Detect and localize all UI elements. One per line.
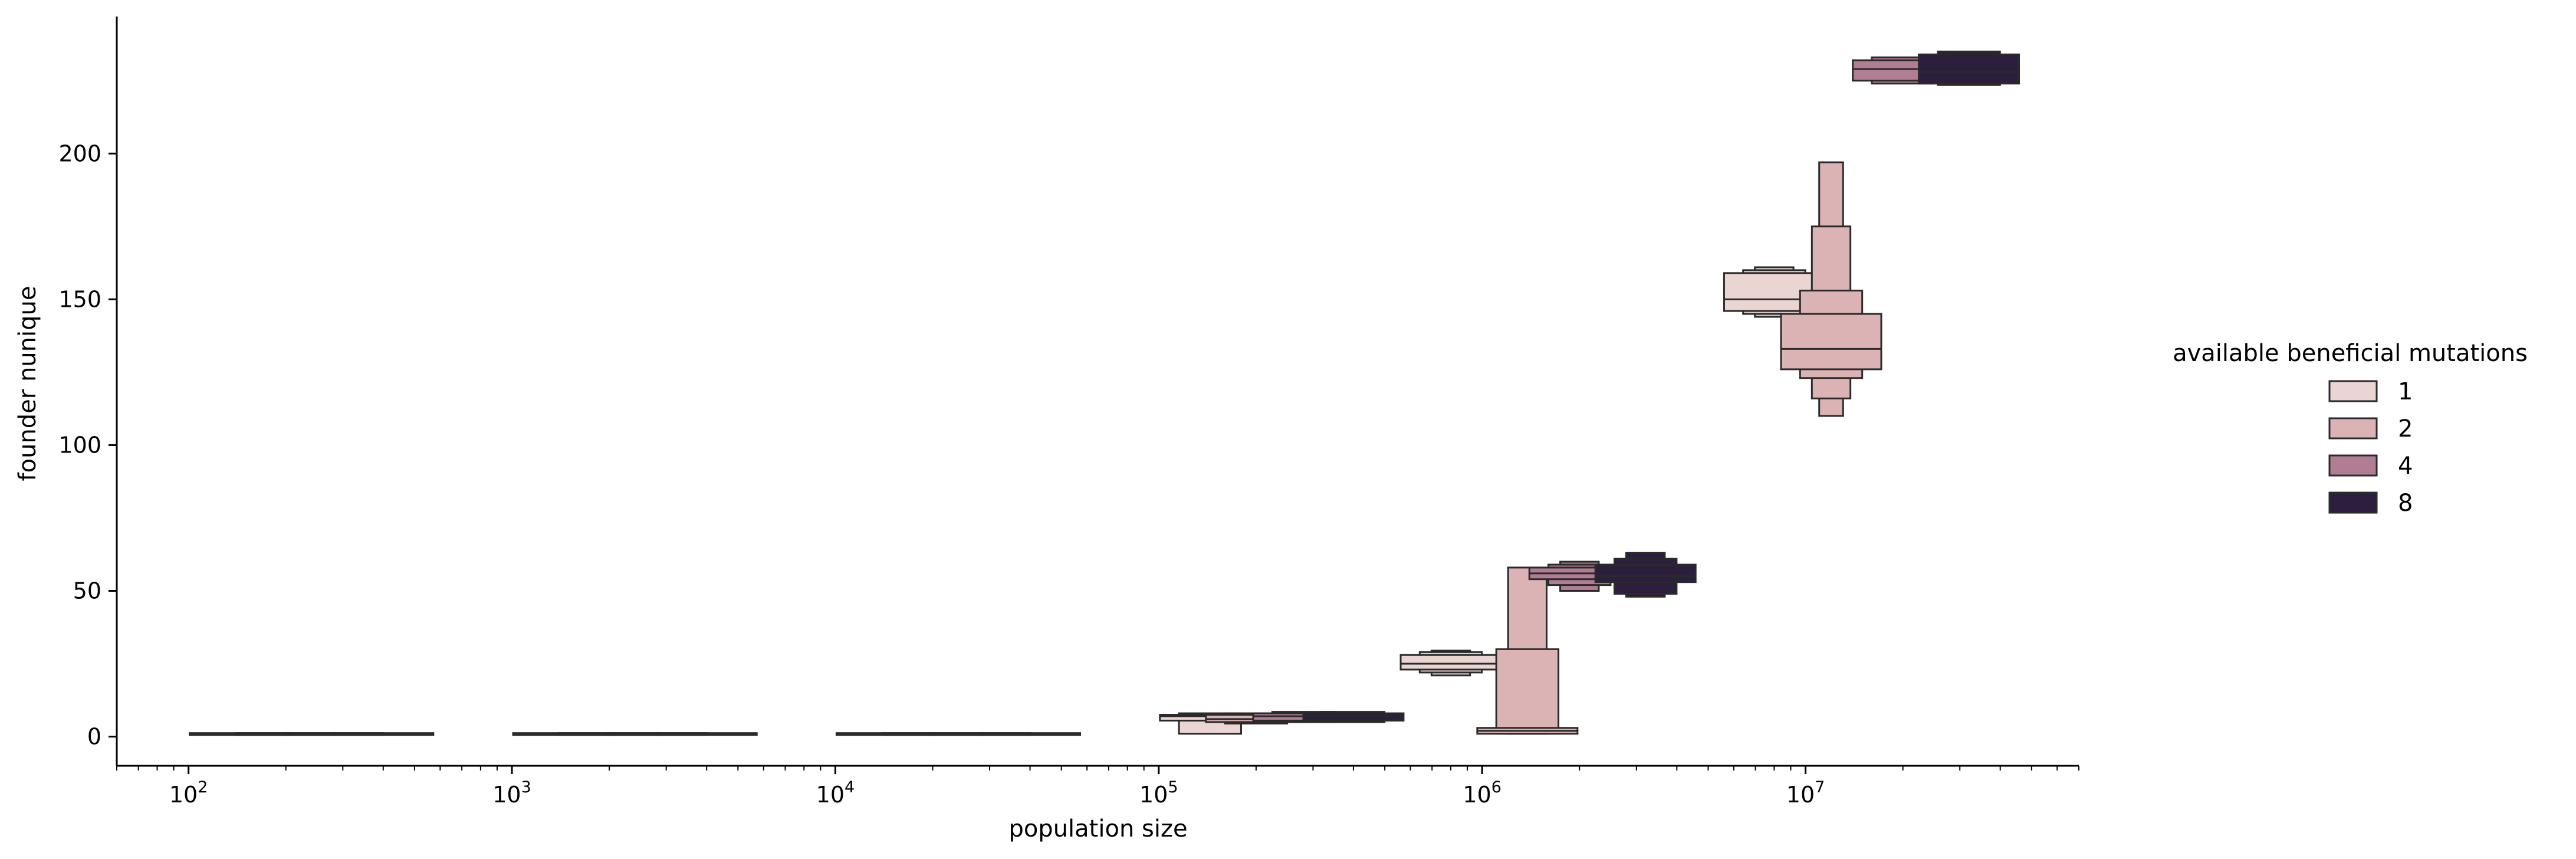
boxen-group-series-1 (1723, 266, 1825, 318)
x-tick-label: 103 (492, 778, 531, 808)
x-tick-label: 102 (169, 778, 208, 808)
boxen-group-series-2 (1476, 566, 1579, 735)
x-axis: 102 103 104 105 106 107 (116, 765, 2079, 808)
boxen-box (1495, 648, 1560, 735)
y-axis: 0 50 100 150 200 (58, 17, 118, 766)
x-tick-label: 106 (1463, 778, 1501, 808)
legend-label-2: 2 (2398, 415, 2413, 442)
boxen-box (1918, 53, 2020, 85)
legend-swatch-4 (2328, 454, 2378, 477)
legend-swatch-2 (2328, 417, 2378, 440)
boxen-box (1780, 313, 1882, 371)
y-axis-label: founder nunique (14, 286, 41, 481)
boxen-box (1399, 654, 1502, 671)
legend-title: available beneficial mutations (2173, 340, 2528, 367)
boxen-group-series-1 (1399, 650, 1502, 677)
x-tick-label: 105 (1139, 778, 1178, 808)
legend-label-4: 4 (2398, 453, 2413, 480)
y-tick-label: 200 (58, 140, 101, 166)
legend-swatch-1 (2328, 380, 2378, 402)
plot-marks (189, 50, 2020, 736)
y-tick-label: 0 (87, 724, 101, 750)
x-tick-label: 107 (1786, 778, 1825, 808)
boxen-group-series-8 (1918, 50, 2020, 86)
legend: available beneficial mutations 1 2 4 8 (2173, 340, 2528, 517)
boxen-group-series-8 (1302, 711, 1405, 723)
legend-swatch-8 (2328, 491, 2378, 514)
boxen-box (1594, 563, 1697, 583)
boxen-group-series-8 (332, 732, 435, 736)
boxen-group-series-2 (1780, 161, 1882, 417)
legend-label-1: 1 (2398, 378, 2413, 405)
boxen-group-series-8 (1594, 552, 1697, 598)
x-tick-label: 104 (816, 778, 855, 808)
y-tick-label: 150 (58, 286, 101, 312)
y-tick-label: 50 (73, 578, 101, 604)
y-tick-label: 100 (58, 432, 101, 458)
boxen-group-series-8 (655, 732, 758, 736)
legend-label-8: 8 (2398, 490, 2413, 517)
boxen-group-series-8 (979, 732, 1082, 736)
x-axis-label: population size (1008, 815, 1187, 842)
